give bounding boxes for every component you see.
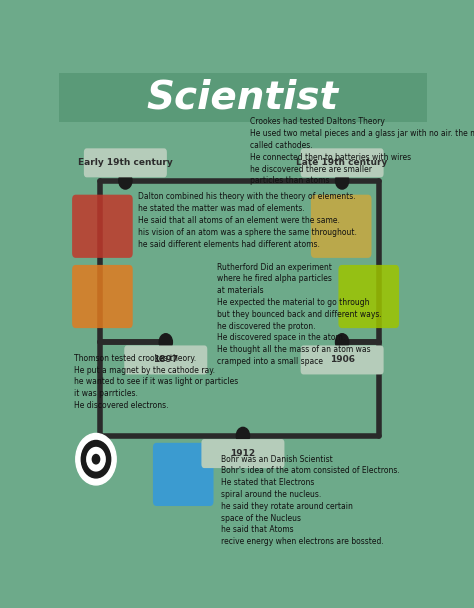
Text: 1906: 1906 (329, 356, 355, 364)
Circle shape (336, 172, 349, 189)
Text: Dalton combined his theory with the theory of elements.
he stated the matter was: Dalton combined his theory with the theo… (138, 192, 357, 249)
Circle shape (119, 172, 132, 189)
FancyBboxPatch shape (84, 148, 167, 178)
Circle shape (159, 334, 173, 351)
Circle shape (76, 434, 116, 485)
Text: Crookes had tested Daltons Theory
He used two metal pieces and a glass jar with : Crookes had tested Daltons Theory He use… (250, 117, 474, 185)
FancyBboxPatch shape (201, 439, 284, 468)
FancyBboxPatch shape (59, 73, 427, 122)
Circle shape (87, 447, 105, 471)
Circle shape (237, 427, 249, 444)
FancyBboxPatch shape (124, 345, 207, 375)
Text: Scientist: Scientist (147, 79, 339, 117)
Text: Rutherford Did an experiment
where he fired alpha particles
at materials
He expe: Rutherford Did an experiment where he fi… (217, 263, 382, 366)
Circle shape (82, 440, 111, 478)
FancyBboxPatch shape (311, 195, 372, 258)
Text: Late 19th century: Late 19th century (296, 158, 388, 167)
FancyBboxPatch shape (72, 195, 133, 258)
Text: 1912: 1912 (230, 449, 255, 458)
FancyBboxPatch shape (301, 148, 383, 178)
Circle shape (336, 334, 349, 351)
FancyBboxPatch shape (153, 443, 213, 506)
Text: Early 19th century: Early 19th century (78, 158, 173, 167)
Text: Thomson tested crookes theory.
He put a magnet by the cathode ray.
he wanted to : Thomson tested crookes theory. He put a … (74, 354, 238, 410)
FancyBboxPatch shape (301, 345, 383, 375)
Circle shape (92, 455, 100, 464)
Text: 1897: 1897 (153, 356, 178, 364)
FancyBboxPatch shape (338, 265, 399, 328)
FancyBboxPatch shape (72, 265, 133, 328)
Text: Bohr was an Danish Scientist
Bohr's idea of the atom consisted of Electrons.
He : Bohr was an Danish Scientist Bohr's idea… (221, 455, 400, 546)
